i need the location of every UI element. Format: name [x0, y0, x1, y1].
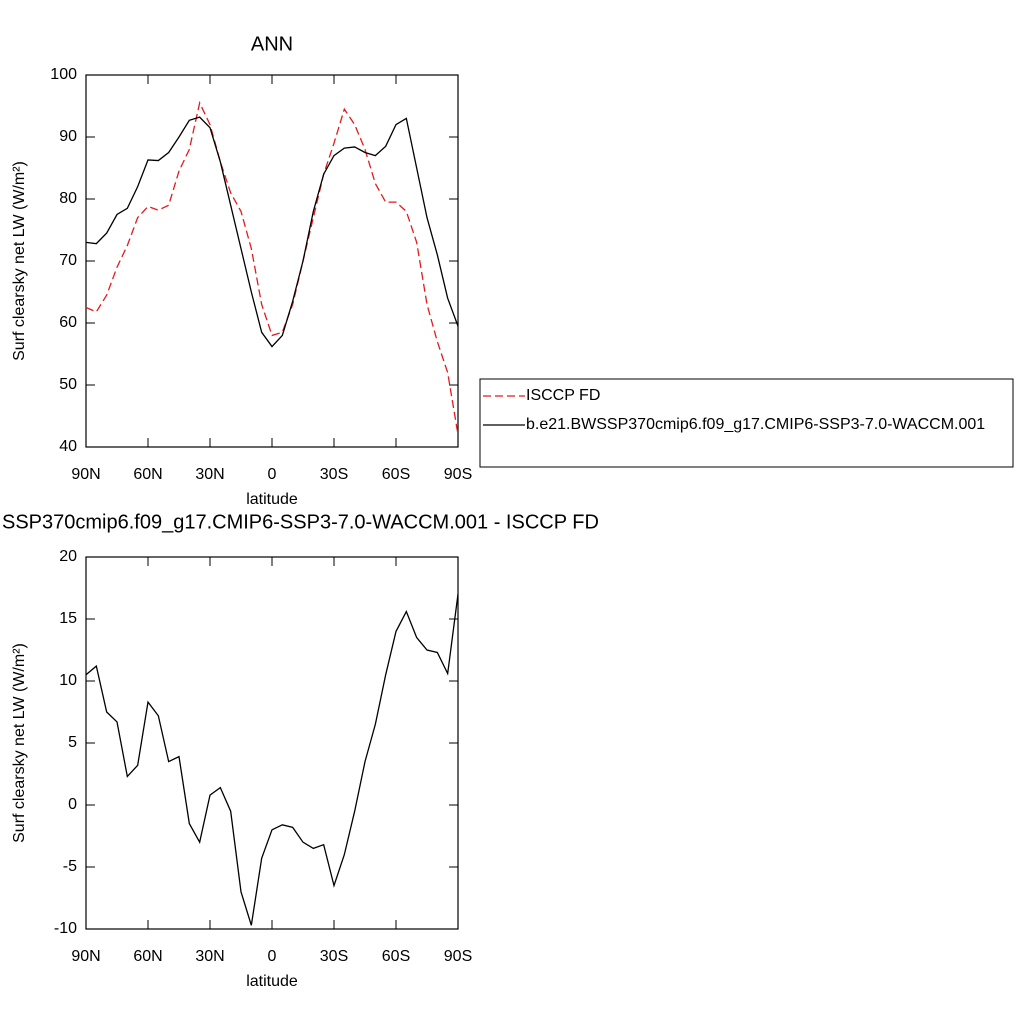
y-axis-label: Surf clearsky net LW (W/m²): [11, 161, 28, 361]
y-tick-label: 40: [59, 438, 77, 455]
x-tick-label: 30S: [320, 948, 348, 965]
y-tick-label: -5: [63, 858, 77, 875]
x-tick-label: 60S: [382, 948, 410, 965]
data-line: [85, 100, 459, 435]
y-tick-label: 60: [59, 314, 77, 331]
chart-title: ANN: [251, 33, 293, 55]
y-tick-label: 70: [59, 252, 77, 269]
legend-label: b.e21.BWSSP370cmip6.f09_g17.CMIP6-SSP3-7…: [526, 416, 985, 433]
data-line: [85, 116, 459, 348]
y-tick-label: 50: [59, 376, 77, 393]
x-tick-label: 30N: [195, 948, 224, 965]
y-tick-label: 15: [59, 610, 77, 627]
x-tick-label: 90N: [71, 466, 100, 483]
x-tick-label: 60S: [382, 466, 410, 483]
y-axis-label: Surf clearsky net LW (W/m²): [11, 643, 28, 843]
x-tick-label: 30S: [320, 466, 348, 483]
x-tick-label: 90S: [444, 948, 472, 965]
x-tick-label: 30N: [195, 466, 224, 483]
y-tick-label: -10: [54, 920, 77, 937]
y-tick-label: 80: [59, 190, 77, 207]
legend-label: ISCCP FD: [526, 387, 600, 404]
x-tick-label: 60N: [133, 948, 162, 965]
x-axis-label: latitude: [246, 491, 298, 508]
y-tick-label: 5: [68, 734, 77, 751]
y-tick-label: 90: [59, 128, 77, 145]
y-tick-label: 0: [68, 796, 77, 813]
x-tick-label: 90S: [444, 466, 472, 483]
x-tick-label: 0: [268, 948, 277, 965]
legend-box: [479, 378, 1014, 468]
x-tick-label: 0: [268, 466, 277, 483]
x-tick-label: 60N: [133, 466, 162, 483]
chart-title: SSP370cmip6.f09_g17.CMIP6-SSP3-7.0-WACCM…: [2, 511, 599, 533]
y-tick-label: 20: [59, 548, 77, 565]
plot-frame: [85, 74, 459, 448]
x-axis-label: latitude: [246, 973, 298, 990]
data-line: [85, 594, 459, 926]
y-tick-label: 10: [59, 672, 77, 689]
x-tick-label: 90N: [71, 948, 100, 965]
y-tick-label: 100: [50, 66, 77, 83]
